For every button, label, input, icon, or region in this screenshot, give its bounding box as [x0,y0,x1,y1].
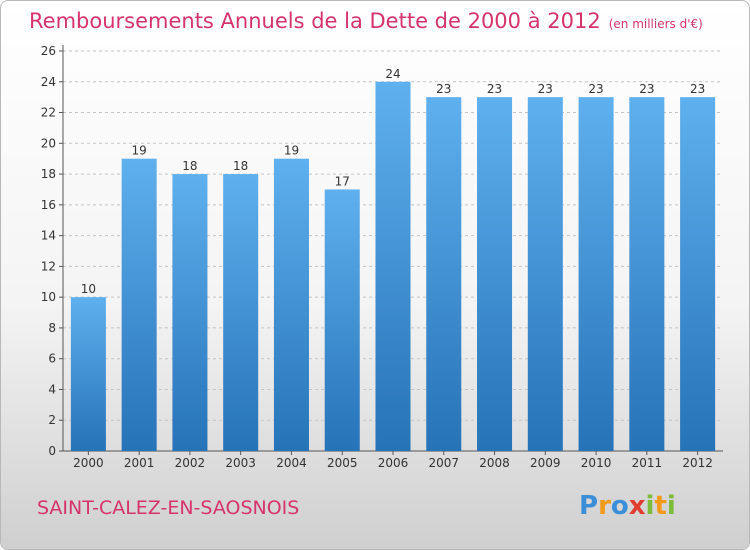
x-tick-label: 2002 [175,456,206,470]
bar-value-label: 23 [436,82,451,96]
bar [70,297,106,451]
bar-value-label: 23 [538,82,553,96]
bar-value-label: 23 [487,82,502,96]
y-tick-label: 0 [48,444,56,458]
x-tick-label: 2009 [530,456,561,470]
bar [629,97,665,452]
bar-value-label: 24 [385,67,400,81]
y-tick-label: 2 [48,413,56,427]
x-tick-label: 2011 [632,456,663,470]
chart-title: Remboursements Annuels de la Dette de 20… [29,9,703,33]
bar-value-label: 10 [81,282,96,296]
y-tick-label: 4 [48,382,56,396]
y-tick-label: 10 [41,290,56,304]
bar-value-label: 18 [233,159,248,173]
bar [223,174,259,452]
logo-letter: P [579,491,599,521]
x-tick-label: 2001 [124,456,155,470]
x-tick-label: 2003 [225,456,256,470]
bar [324,189,360,451]
x-tick-label: 2004 [276,456,307,470]
x-tick-label: 2006 [378,456,409,470]
logo-letter: i [645,491,655,521]
y-tick-label: 22 [41,106,56,120]
logo-letter: o [610,491,629,521]
bar-value-label: 23 [690,82,705,96]
y-tick-label: 14 [41,229,56,243]
y-tick-label: 26 [41,44,56,58]
y-tick-label: 8 [48,321,56,335]
town-name: SAINT-CALEZ-EN-SAOSNOIS [37,497,300,519]
y-tick-label: 6 [48,352,56,366]
bar-value-label: 17 [335,174,350,188]
proxiti-logo: Proxiti [579,491,676,521]
x-tick-label: 2012 [682,456,713,470]
bar [527,97,563,452]
bar [426,97,462,452]
bar-value-label: 23 [639,82,654,96]
bar [375,81,411,452]
bar [121,158,157,451]
x-tick-label: 2007 [428,456,459,470]
logo-letter: t [654,491,667,521]
bar [578,97,614,452]
y-tick-label: 12 [41,259,56,273]
y-tick-label: 18 [41,167,56,181]
x-tick-label: 2008 [479,456,510,470]
bar [477,97,513,452]
y-tick-label: 24 [41,75,56,89]
logo-letter: i [666,491,676,521]
bar-value-label: 19 [284,144,299,158]
y-tick-label: 16 [41,198,56,212]
bar [172,174,208,452]
bar [680,97,716,452]
x-tick-label: 2005 [327,456,358,470]
x-tick-label: 2010 [581,456,612,470]
bar-value-label: 23 [588,82,603,96]
bar-value-label: 19 [132,144,147,158]
chart-unit-note: (en milliers d'€) [608,17,703,31]
logo-letter: x [628,491,646,521]
chart-title-text: Remboursements Annuels de la Dette de 20… [29,9,601,33]
y-tick-label: 20 [41,136,56,150]
bar-value-label: 18 [182,159,197,173]
logo-letter: r [598,491,611,521]
bar [273,158,309,451]
x-tick-label: 2000 [73,456,104,470]
